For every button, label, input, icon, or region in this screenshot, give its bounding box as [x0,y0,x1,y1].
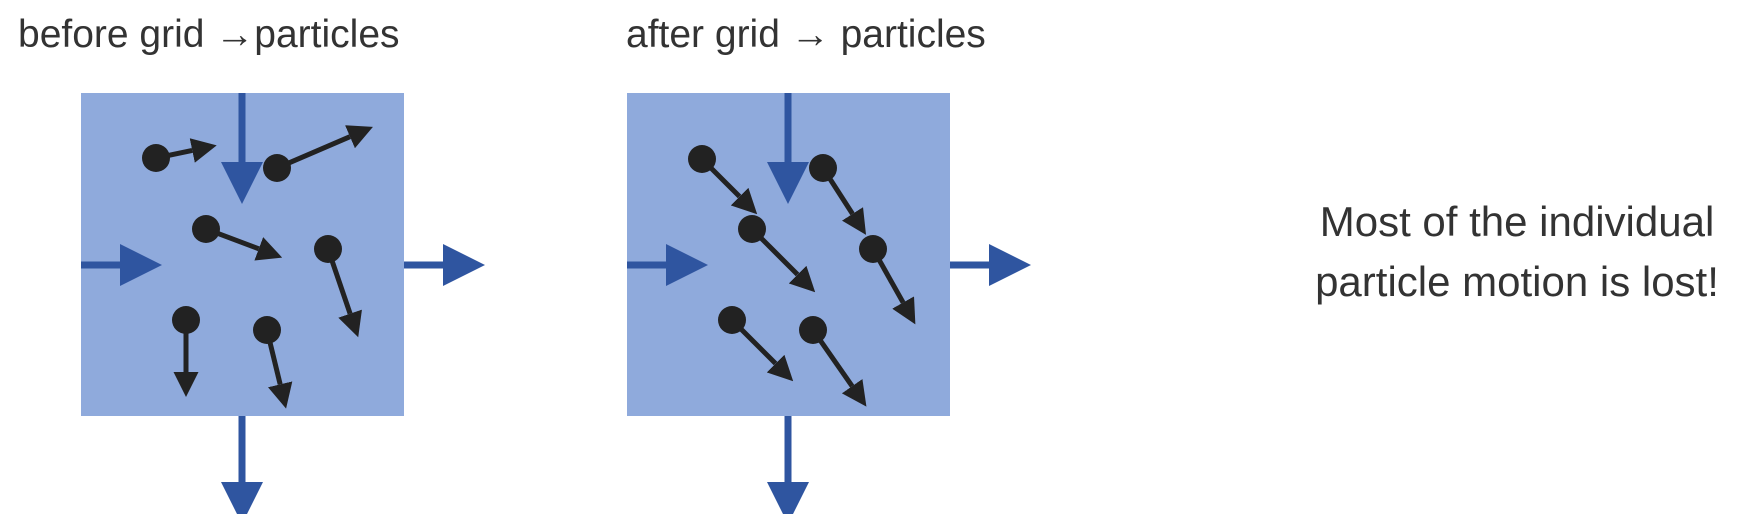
particle [172,306,200,334]
particles-before [142,125,373,409]
panel-title-before: before grid →particles [18,13,400,56]
particle-velocity-arrow [167,138,217,163]
particle-velocity-arrow [287,125,373,166]
particle [809,154,837,182]
particle [799,316,827,344]
particle [263,154,291,182]
particle-velocity-arrow [216,230,283,261]
panel-after [627,93,1031,514]
particle-velocity-arrow [738,326,794,382]
particle [718,306,746,334]
particle-velocity-arrow [329,259,362,338]
particle-velocity-arrow [267,341,293,409]
panel-before [81,93,485,514]
particle-velocity-arrow [758,235,816,293]
caption-line-1: Most of the individual [1319,198,1715,245]
particle-velocity-arrow [708,165,758,215]
particle [192,215,220,243]
particle [314,235,342,263]
caption: Most of the individual particle motion i… [1270,192,1764,312]
particle [859,235,887,263]
particle [142,144,170,172]
particle-velocity-arrow [817,338,867,407]
particle-velocity-arrow [827,176,867,235]
caption-line-2: particle motion is lost! [1315,258,1719,305]
panel-title-after: after grid → particles [626,13,986,56]
particle-velocity-arrow [876,258,916,325]
particle [738,215,766,243]
particles-after [688,145,916,407]
particle [688,145,716,173]
particle [253,316,281,344]
